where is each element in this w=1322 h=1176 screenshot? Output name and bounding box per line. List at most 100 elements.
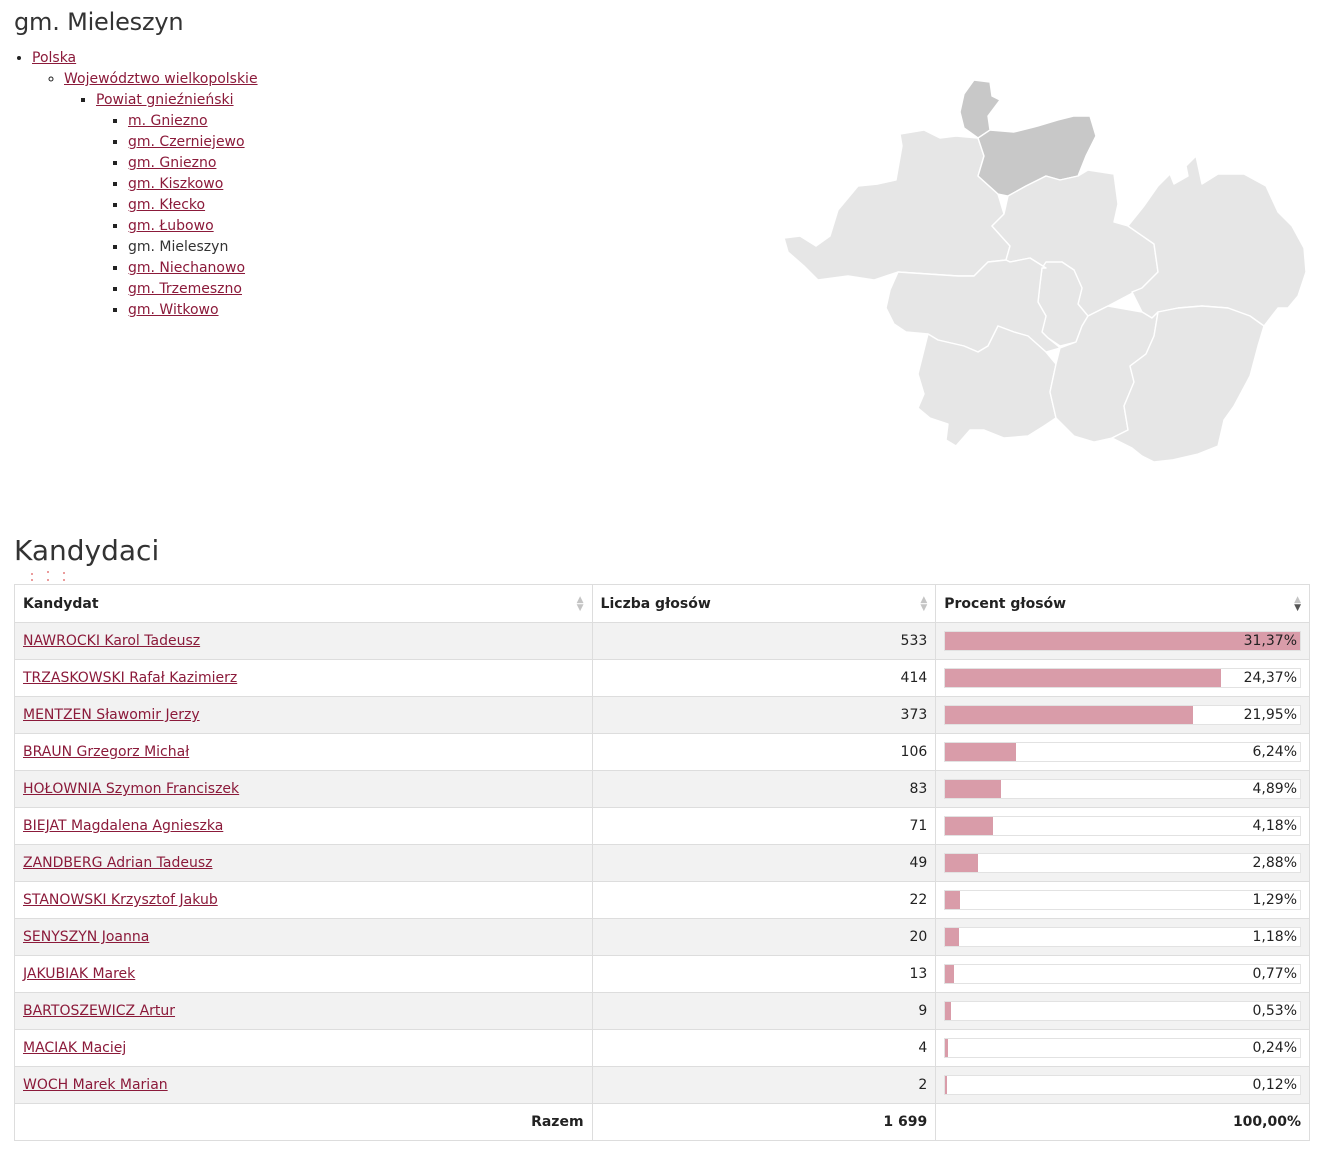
municipality-link[interactable]: gm. Czerniejewo <box>128 134 245 150</box>
table-row: BRAUN Grzegorz Michał 106 6,24% <box>14 733 1310 771</box>
votes-cell: 2 <box>591 1066 937 1104</box>
municipality-item: gm. Kiszkowo <box>128 174 258 195</box>
percent-cell: 0,77% <box>935 955 1310 993</box>
candidates-table: Kandydat ▲ ▼ Liczba głosów ▲ ▼ Procent gło… <box>14 584 1310 1141</box>
breadcrumb-item-county: Powiat gnieźnieński m. Gniezno gm. Czern… <box>96 90 258 321</box>
sort-icon[interactable]: ▲ ▼ <box>920 595 928 613</box>
map-region-southeast[interactable] <box>1111 305 1265 463</box>
percent-cell: 24,37% <box>935 659 1310 697</box>
percent-value: 24,37% <box>1243 670 1297 686</box>
percent-bar-fill <box>945 928 959 946</box>
candidate-link[interactable]: BARTOSZEWICZ Artur <box>23 1003 176 1019</box>
candidate-cell: HOŁOWNIA Szymon Franciszek <box>14 770 593 808</box>
decorative-dots <box>31 571 65 581</box>
percent-value: 4,18% <box>1252 818 1297 834</box>
municipality-item: gm. Czerniejewo <box>128 132 258 153</box>
candidate-link[interactable]: BRAUN Grzegorz Michał <box>23 744 190 760</box>
municipality-link[interactable]: gm. Łubowo <box>128 218 214 234</box>
votes-cell: 22 <box>591 881 937 919</box>
total-label: Razem <box>14 1103 593 1141</box>
page-title: gm. Mieleszyn <box>14 8 184 36</box>
map-region-west[interactable] <box>783 129 1011 281</box>
municipality-link[interactable]: gm. Trzemeszno <box>128 281 242 297</box>
total-percent: 100,00% <box>935 1103 1310 1141</box>
map-region-east[interactable] <box>1127 155 1307 327</box>
candidate-link[interactable]: MENTZEN Sławomir Jerzy <box>23 707 200 723</box>
votes-cell: 533 <box>591 622 937 660</box>
breadcrumb-link-voivodeship[interactable]: Województwo wielkopolskie <box>64 71 258 87</box>
map-region-north-strip <box>959 79 1001 139</box>
percent-value: 0,77% <box>1252 966 1297 982</box>
candidate-link[interactable]: BIEJAT Magdalena Agnieszka <box>23 818 224 834</box>
candidate-cell: WOCH Marek Marian <box>14 1066 593 1104</box>
votes-cell: 49 <box>591 844 937 882</box>
breadcrumb-link-county[interactable]: Powiat gnieźnieński <box>96 92 234 108</box>
percent-value: 1,18% <box>1252 929 1297 945</box>
percent-bar-fill <box>945 706 1194 724</box>
municipality-link[interactable]: gm. Witkowo <box>128 302 219 318</box>
municipality-item: gm. Witkowo <box>128 300 258 321</box>
table-row: SENYSZYN Joanna 20 1,18% <box>14 918 1310 956</box>
percent-bar: 24,37% <box>944 668 1301 688</box>
votes-cell: 20 <box>591 918 937 956</box>
sort-icon[interactable]: ▲ ▼ <box>576 595 584 613</box>
candidate-link[interactable]: SENYSZYN Joanna <box>23 929 150 945</box>
candidate-link[interactable]: NAWROCKI Karol Tadeusz <box>23 633 201 649</box>
section-title-candidates: Kandydaci <box>14 534 160 567</box>
table-row: BIEJAT Magdalena Agnieszka 71 4,18% <box>14 807 1310 845</box>
percent-bar-fill <box>945 854 978 872</box>
candidate-cell: STANOWSKI Krzysztof Jakub <box>14 881 593 919</box>
column-header-percent[interactable]: Procent głosów ▲ ▼ <box>935 584 1310 623</box>
municipality-current: gm. Mieleszyn <box>128 239 229 255</box>
percent-value: 31,37% <box>1243 633 1297 649</box>
breadcrumb-link-country[interactable]: Polska <box>32 50 77 66</box>
votes-cell: 4 <box>591 1029 937 1067</box>
map-region-southwest[interactable] <box>917 325 1057 447</box>
municipality-link[interactable]: m. Gniezno <box>128 113 208 129</box>
percent-bar: 6,24% <box>944 742 1301 762</box>
municipality-link[interactable]: gm. Gniezno <box>128 155 217 171</box>
percent-bar: 4,18% <box>944 816 1301 836</box>
candidate-link[interactable]: ZANDBERG Adrian Tadeusz <box>23 855 213 871</box>
percent-cell: 1,18% <box>935 918 1310 956</box>
candidate-link[interactable]: JAKUBIAK Marek <box>23 966 136 982</box>
percent-bar-fill <box>945 965 954 983</box>
municipality-link[interactable]: gm. Niechanowo <box>128 260 246 276</box>
candidate-link[interactable]: MACIAK Maciej <box>23 1040 127 1056</box>
percent-value: 0,12% <box>1252 1077 1297 1093</box>
table-row: MENTZEN Sławomir Jerzy 373 21,95% <box>14 696 1310 734</box>
candidate-link[interactable]: TRZASKOWSKI Rafał Kazimierz <box>23 670 238 686</box>
municipality-item: gm. Łubowo <box>128 216 258 237</box>
column-header-label: Procent głosów <box>944 595 1067 612</box>
votes-cell: 83 <box>591 770 937 808</box>
percent-cell: 0,24% <box>935 1029 1310 1067</box>
municipality-link[interactable]: gm. Kiszkowo <box>128 176 224 192</box>
total-row: Razem 1 699 100,00% <box>14 1103 1310 1141</box>
percent-cell: 1,29% <box>935 881 1310 919</box>
column-header-label: Kandydat <box>23 595 99 612</box>
candidate-link[interactable]: HOŁOWNIA Szymon Franciszek <box>23 781 240 797</box>
municipality-item-current: gm. Mieleszyn <box>128 237 258 258</box>
column-header-candidate[interactable]: Kandydat ▲ ▼ <box>14 584 593 623</box>
percent-cell: 2,88% <box>935 844 1310 882</box>
percent-cell: 0,53% <box>935 992 1310 1030</box>
candidate-cell: MACIAK Maciej <box>14 1029 593 1067</box>
municipality-item: m. Gniezno <box>128 111 258 132</box>
percent-cell: 4,18% <box>935 807 1310 845</box>
votes-cell: 106 <box>591 733 937 771</box>
percent-bar: 0,77% <box>944 964 1301 984</box>
municipality-link[interactable]: gm. Kłecko <box>128 197 206 213</box>
table-header-row: Kandydat ▲ ▼ Liczba głosów ▲ ▼ Procent gło… <box>14 584 1310 623</box>
percent-value: 0,24% <box>1252 1040 1297 1056</box>
candidate-link[interactable]: STANOWSKI Krzysztof Jakub <box>23 892 218 908</box>
municipality-item: gm. Gniezno <box>128 153 258 174</box>
percent-value: 4,89% <box>1252 781 1297 797</box>
percent-bar: 4,89% <box>944 779 1301 799</box>
total-votes: 1 699 <box>591 1103 937 1141</box>
column-header-votes[interactable]: Liczba głosów ▲ ▼ <box>591 584 937 623</box>
candidate-cell: BARTOSZEWICZ Artur <box>14 992 593 1030</box>
candidate-cell: TRZASKOWSKI Rafał Kazimierz <box>14 659 593 697</box>
percent-bar-fill <box>945 1039 948 1057</box>
candidate-link[interactable]: WOCH Marek Marian <box>23 1077 168 1093</box>
sort-desc-icon[interactable]: ▲ ▼ <box>1294 595 1301 613</box>
